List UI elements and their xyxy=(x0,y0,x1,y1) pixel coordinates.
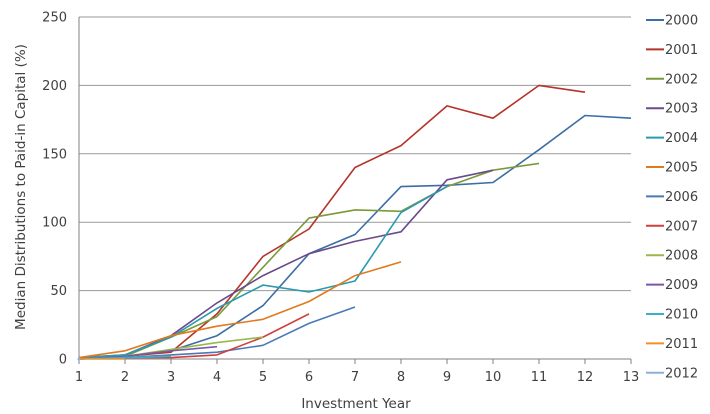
series-line-2001 xyxy=(78,84,586,360)
legend-label-2000: 2000 xyxy=(665,14,698,29)
x-axis-title: Investment Year xyxy=(301,396,411,412)
series-line-2005 xyxy=(78,261,402,359)
y-tick-label-150: 150 xyxy=(42,147,67,162)
y-tick-label-200: 200 xyxy=(42,79,67,94)
legend-label-2001: 2001 xyxy=(665,43,698,58)
legend-label-2012: 2012 xyxy=(665,366,698,381)
x-tick-label-7: 7 xyxy=(351,370,359,385)
x-tick-label-12: 12 xyxy=(577,370,594,385)
series-line-2000 xyxy=(78,114,632,360)
x-tick-label-1: 1 xyxy=(75,370,83,385)
legend-label-2005: 2005 xyxy=(665,161,698,176)
x-tick-label-6: 6 xyxy=(305,370,313,385)
y-tick-label-50: 50 xyxy=(50,284,67,299)
grid-lines xyxy=(78,16,631,360)
legend-label-2002: 2002 xyxy=(665,72,698,87)
y-axis-title: Median Distributions to Paid-in Capital … xyxy=(13,44,29,330)
x-axis: 1 2 3 4 5 6 7 8 9 10 11 12 13 xyxy=(75,359,639,385)
x-tick-label-2: 2 xyxy=(121,370,129,385)
x-tick-label-4: 4 xyxy=(213,370,221,385)
legend-label-2011: 2011 xyxy=(665,337,698,352)
x-tick-label-9: 9 xyxy=(443,370,451,385)
series-point-2012 xyxy=(77,357,81,361)
x-tick-label-11: 11 xyxy=(531,370,548,385)
y-axis: 0 50 100 150 200 250 xyxy=(42,11,67,368)
x-tick-label-13: 13 xyxy=(623,370,640,385)
legend-label-2004: 2004 xyxy=(665,131,698,146)
x-tick-label-10: 10 xyxy=(485,370,502,385)
series-lines xyxy=(77,84,632,361)
legend-label-2008: 2008 xyxy=(665,249,698,264)
x-tick-label-5: 5 xyxy=(259,370,267,385)
y-tick-label-0: 0 xyxy=(59,353,67,368)
x-tick-label-8: 8 xyxy=(397,370,405,385)
series-line-2004 xyxy=(78,185,448,359)
y-tick-label-100: 100 xyxy=(42,216,67,231)
x-tick-label-3: 3 xyxy=(167,370,175,385)
legend: 2000 2001 2002 2003 2004 2005 2006 2007 2008 2009… xyxy=(646,14,698,381)
legend-label-2009: 2009 xyxy=(665,278,698,293)
legend-label-2010: 2010 xyxy=(665,308,698,323)
series-line-2002 xyxy=(78,162,540,359)
legend-label-2007: 2007 xyxy=(665,219,698,234)
series-line-2003 xyxy=(78,169,494,359)
legend-label-2003: 2003 xyxy=(665,102,698,117)
legend-label-2006: 2006 xyxy=(665,190,698,205)
y-tick-label-250: 250 xyxy=(42,11,67,26)
